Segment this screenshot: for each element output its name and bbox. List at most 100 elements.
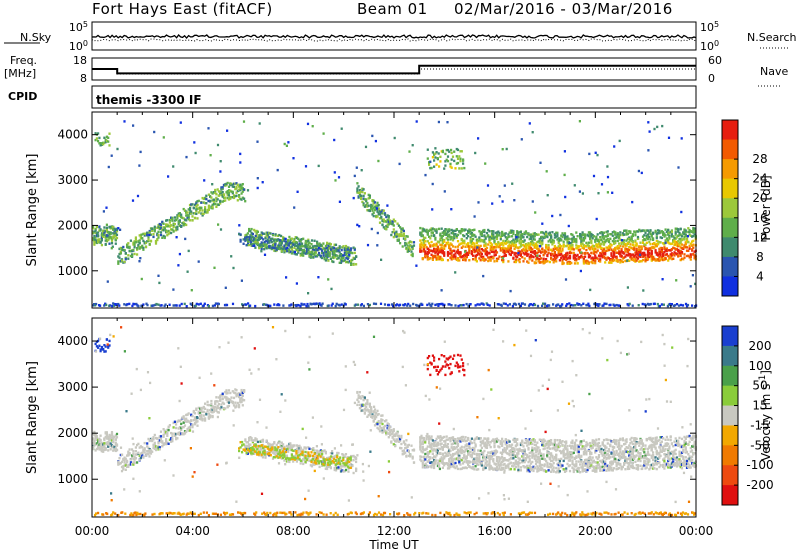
scatter-cell — [166, 223, 169, 226]
scatter-cell — [599, 246, 602, 249]
scatter-cell — [124, 258, 127, 261]
scatter-cell — [657, 242, 660, 246]
scatter-cell — [133, 240, 136, 243]
nsearch-tick-bottom: 100 — [700, 39, 719, 53]
scatter-cell — [425, 254, 428, 257]
scatter-cell — [181, 426, 184, 429]
scatter-cell — [503, 247, 506, 250]
scatter-cell — [199, 409, 202, 413]
scatter-cell — [540, 236, 543, 239]
scatter-cell — [684, 246, 687, 249]
scatter-cell — [568, 302, 571, 305]
scatter-cell — [224, 407, 227, 410]
scatter-cell — [318, 450, 321, 453]
scatter-cell — [448, 303, 451, 306]
scatter-cell — [225, 392, 228, 395]
scatter-cell — [552, 261, 555, 264]
scatter-cell — [448, 252, 451, 255]
scatter-cell — [568, 244, 572, 247]
scatter-cell — [165, 230, 168, 234]
scatter-cell — [202, 410, 205, 414]
scatter-cell — [429, 245, 432, 248]
scatter-cell — [613, 230, 616, 233]
scatter-cell — [590, 245, 593, 249]
scatter-cell — [260, 454, 263, 458]
scatter-cell — [521, 256, 524, 259]
scatter-cell — [246, 189, 250, 192]
scatter-cell — [306, 122, 310, 126]
scatter-cell — [609, 233, 612, 236]
cpid-text: themis -3300 IF — [96, 93, 202, 107]
scatter-cell — [572, 237, 575, 240]
scatter-cell — [613, 145, 616, 148]
scatter-cell — [238, 188, 241, 191]
scatter-cell — [639, 253, 642, 257]
scatter-cell — [371, 134, 374, 138]
scatter-cell — [638, 248, 641, 251]
scatter-cell — [290, 237, 293, 240]
scatter-cell — [166, 230, 169, 233]
scatter-cell — [648, 235, 651, 239]
scatter-cell — [571, 243, 574, 247]
scatter-cell — [206, 403, 209, 407]
scatter-cell — [502, 239, 505, 243]
scatter-cell — [494, 246, 497, 249]
scatter-cell — [372, 302, 376, 305]
scatter-cell — [371, 213, 374, 216]
scatter-cell — [659, 250, 662, 253]
scatter-cell — [518, 257, 521, 261]
scatter-cell — [324, 450, 327, 454]
scatter-cell — [469, 241, 472, 244]
scatter-cell — [456, 251, 460, 255]
scatter-cell — [212, 202, 215, 206]
scatter-cell — [621, 251, 624, 254]
scatter-cell — [679, 246, 682, 249]
scatter-cell — [94, 433, 97, 436]
scatter-cell — [680, 243, 684, 246]
scatter-cell — [482, 258, 485, 262]
scatter-cell — [213, 304, 216, 307]
scatter-cell — [108, 435, 111, 439]
scatter-cell — [524, 246, 528, 249]
scatter-cell — [624, 243, 627, 246]
scatter-cell — [114, 238, 117, 241]
scatter-cell — [639, 229, 642, 233]
scatter-cell — [556, 246, 559, 250]
scatter-cell — [580, 304, 583, 307]
scatter-cell — [212, 191, 215, 194]
scatter-cell — [571, 237, 574, 240]
scatter-cell — [117, 302, 120, 306]
scatter-cell — [522, 243, 525, 247]
scatter-cell — [177, 419, 180, 422]
scatter-cell — [648, 251, 651, 255]
scatter-cell — [365, 204, 368, 207]
scatter-cell — [404, 303, 407, 306]
scatter-cell — [299, 446, 302, 449]
scatter-cell — [511, 240, 514, 243]
scatter-cell — [598, 303, 601, 306]
scatter-cell — [290, 303, 293, 306]
scatter-cell — [561, 303, 564, 306]
scatter-cell — [551, 249, 554, 253]
scatter-cell — [308, 253, 311, 256]
scatter-cell — [238, 395, 241, 399]
scatter-cell — [577, 245, 580, 248]
scatter-cell — [656, 302, 659, 306]
scatter-cell — [524, 230, 528, 233]
scatter-cell — [576, 262, 579, 265]
scatter-cell — [205, 411, 208, 415]
scatter-cell — [183, 424, 187, 427]
scatter-cell — [424, 236, 427, 240]
scatter-cell — [613, 248, 616, 251]
scatter-cell — [665, 248, 668, 251]
scatter-cell — [430, 253, 433, 256]
scatter-cell — [221, 195, 224, 198]
scatter-cell — [182, 421, 185, 424]
scatter-cell — [406, 244, 409, 247]
scatter-cell — [436, 157, 439, 160]
scatter-cell — [542, 302, 545, 305]
scatter-cell — [425, 230, 428, 233]
scatter-cell — [638, 260, 641, 263]
scatter-cell — [571, 247, 574, 250]
scatter-cell — [565, 252, 568, 255]
